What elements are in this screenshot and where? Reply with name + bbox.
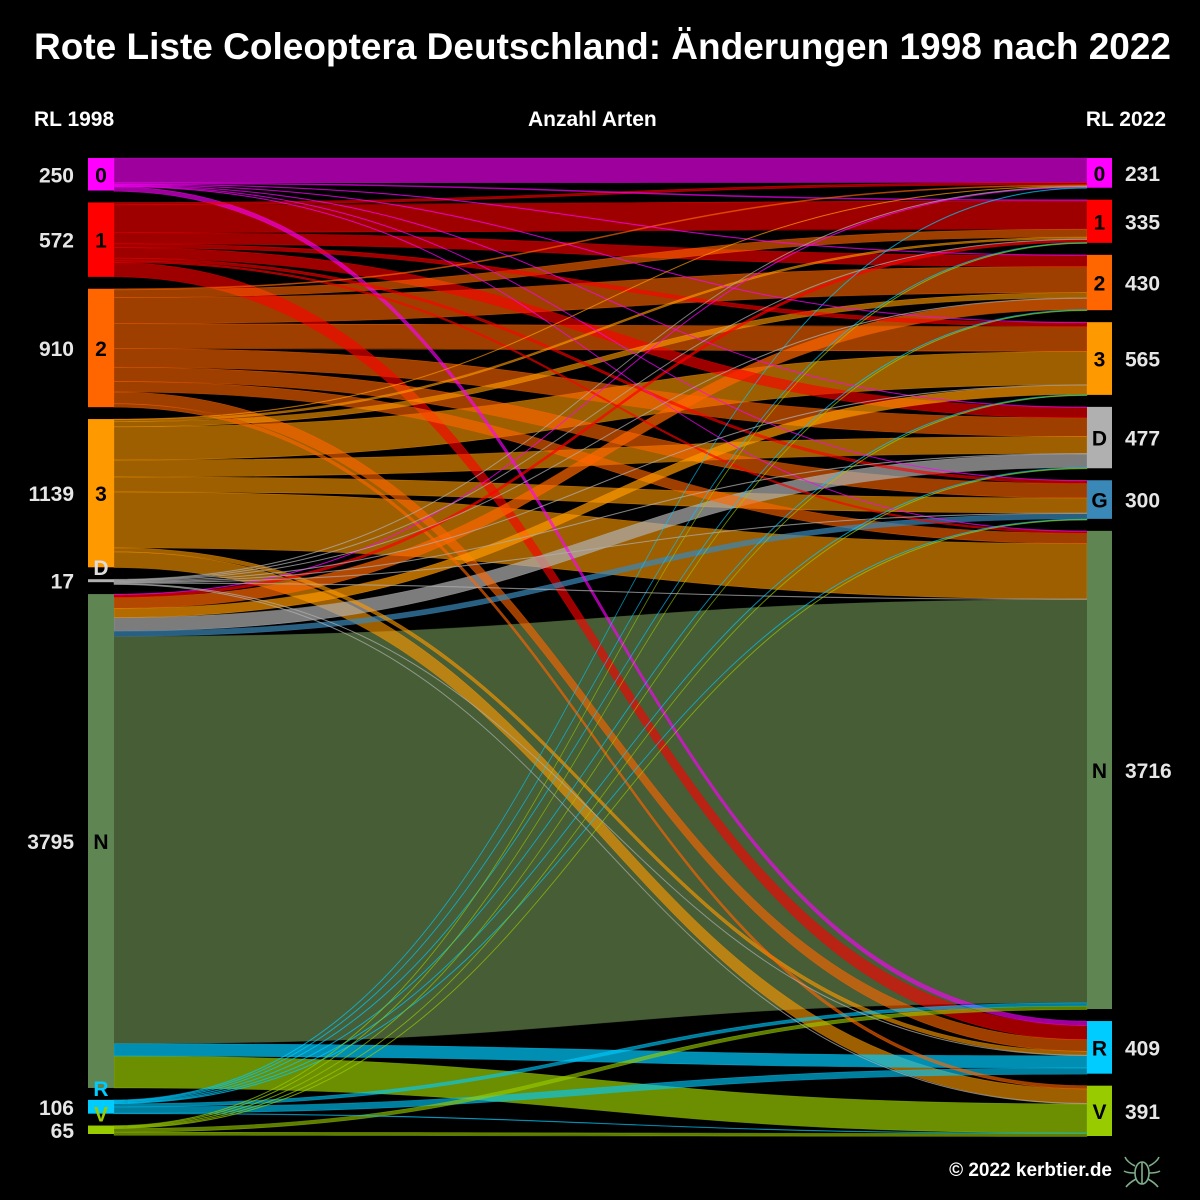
right-node-label-2: 2 (1094, 273, 1106, 296)
flow-V-to-G (113, 519, 1088, 1129)
left-node-D (88, 579, 114, 583)
right-node-label-D: D (1092, 428, 1107, 451)
left-node-N (88, 594, 114, 1088)
left-axis-header: RL 1998 (34, 108, 115, 131)
right-node-2 (1087, 254, 1112, 311)
left-node-label-0: 0 (95, 164, 107, 187)
flow-links (113, 157, 1088, 1137)
right-node-G (1087, 480, 1112, 519)
right-node-count-1: 335 (1125, 211, 1160, 234)
right-node-count-N: 3716 (1125, 760, 1172, 783)
beetle-logo-icon (1123, 1156, 1161, 1188)
right-node-0 (1087, 158, 1112, 188)
left-node-count-V: 65 (51, 1120, 75, 1143)
right-node-V (1087, 1085, 1112, 1136)
left-node-2 (88, 288, 114, 408)
right-axis-header: RL 2022 (1085, 108, 1166, 131)
left-node-label-R: R (93, 1078, 108, 1101)
right-node-label-3: 3 (1094, 349, 1106, 372)
left-node-count-1: 572 (39, 230, 74, 253)
flow-0-to-0 (113, 157, 1088, 184)
left-node-V (88, 1125, 114, 1134)
right-node-3 (1087, 322, 1112, 395)
center-header: Anzahl Arten (528, 108, 657, 131)
flow-V-to-N (113, 1005, 1088, 1133)
left-node-count-3: 1139 (28, 483, 74, 506)
left-node-1 (88, 202, 114, 277)
right-node-label-0: 0 (1094, 163, 1106, 186)
left-node-label-1: 1 (95, 230, 107, 253)
left-node-3 (88, 419, 114, 568)
chart-title: Rote Liste Coleoptera Deutschland: Änder… (34, 26, 1172, 67)
right-node-count-V: 391 (1125, 1101, 1160, 1124)
node-labels: 0 250 1 572 2 910 3 1139 D 17 N 3795 R 106 V 65 0 231 1 335… (27, 163, 1171, 1143)
right-node-1 (1087, 199, 1112, 243)
right-node-count-G: 300 (1125, 490, 1160, 513)
right-node-R (1087, 1021, 1112, 1074)
left-node-label-N: N (93, 831, 108, 854)
right-node-count-0: 231 (1125, 163, 1160, 186)
right-node-count-R: 409 (1125, 1037, 1160, 1060)
left-node-count-0: 250 (39, 164, 74, 187)
right-node-label-G: G (1091, 490, 1107, 513)
left-node-count-R: 106 (39, 1097, 74, 1120)
right-node-label-N: N (1092, 760, 1107, 783)
right-node-count-2: 430 (1125, 273, 1160, 296)
flow-R-to-0 (113, 187, 1088, 1101)
node-bars (88, 158, 1112, 1136)
right-node-D (1087, 406, 1112, 469)
left-node-label-2: 2 (95, 338, 107, 361)
left-node-0 (88, 158, 114, 191)
right-node-count-3: 565 (1125, 349, 1160, 372)
left-node-count-N: 3795 (27, 831, 74, 854)
left-node-label-V: V (94, 1104, 108, 1127)
flow-V-to-3 (113, 394, 1088, 1128)
left-node-count-2: 910 (39, 338, 74, 361)
left-node-label-D: D (93, 557, 108, 580)
right-node-label-1: 1 (1094, 211, 1106, 234)
left-node-R (88, 1099, 114, 1114)
right-node-label-R: R (1092, 1037, 1107, 1060)
right-node-label-V: V (1092, 1101, 1106, 1124)
right-node-count-D: 477 (1125, 428, 1160, 451)
left-node-label-3: 3 (95, 483, 107, 506)
flow-V-to-D (113, 467, 1088, 1129)
left-node-count-D: 17 (51, 571, 74, 594)
right-node-N (1087, 530, 1112, 1010)
flow-V-to-1 (113, 242, 1088, 1127)
flow-V-to-2 (113, 309, 1088, 1128)
flow-V-to-V (113, 1131, 1088, 1137)
copyright-text: © 2022 kerbtier.de (949, 1160, 1112, 1181)
